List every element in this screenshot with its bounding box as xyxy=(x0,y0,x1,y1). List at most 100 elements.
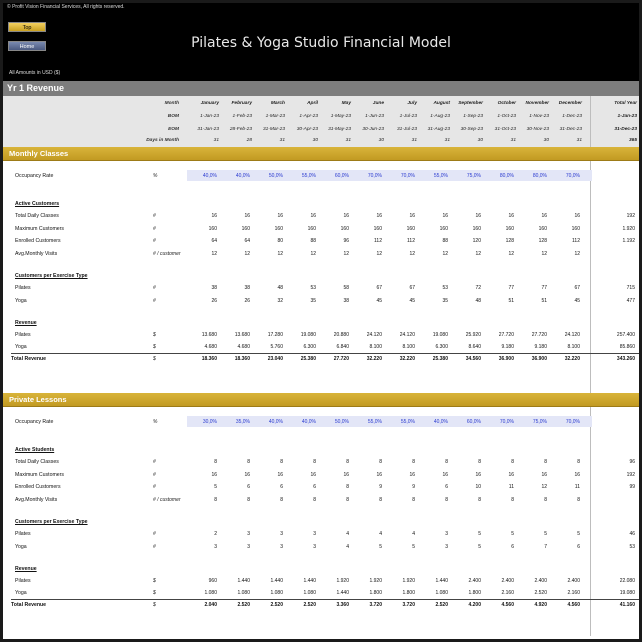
table-cell: 12 xyxy=(541,484,547,490)
table-cell: 112 xyxy=(374,238,382,244)
group-heading: Customers per Exercise Type xyxy=(15,519,88,525)
table-cell: 4 xyxy=(346,531,349,537)
table-cell: 8 xyxy=(412,459,415,465)
table-cell: 19.080 xyxy=(432,332,448,338)
table-cell: 25.920 xyxy=(465,332,481,338)
table-cell: 8 xyxy=(511,459,514,465)
table-cell: 16 xyxy=(475,471,481,478)
row-label: Yoga xyxy=(15,343,27,350)
date-header-cell: 30 xyxy=(378,138,384,143)
date-header-cell: 1-Apr-23 xyxy=(299,114,318,119)
table-cell: 8 xyxy=(313,459,316,465)
row-unit: # xyxy=(153,484,156,490)
date-header-cell: January xyxy=(200,101,219,106)
table-cell: 112 xyxy=(572,238,580,244)
group-heading: Revenue xyxy=(15,320,37,326)
date-header-cell: 1-Jul-23 xyxy=(399,114,417,119)
table-cell: 7 xyxy=(544,543,547,550)
table-cell: 3 xyxy=(280,543,283,550)
table-cell: 8 xyxy=(313,496,316,503)
page-title: Pilates & Yoga Studio Financial Model xyxy=(191,35,451,51)
table-cell: 5 xyxy=(379,543,382,550)
table-cell: 4 xyxy=(379,531,382,537)
table-cell: 4.680 xyxy=(237,343,250,350)
table-cell: 160 xyxy=(307,225,316,232)
table-cell: 16 xyxy=(475,213,481,219)
table-cell: 35 xyxy=(442,297,448,304)
table-cell: 8.100 xyxy=(369,343,382,350)
top-button[interactable]: Top xyxy=(8,22,46,32)
units-note: All Amounts in USD ($) xyxy=(9,70,61,76)
date-header-cell: 1-Jun-23 xyxy=(365,114,384,119)
table-cell: 80,0% xyxy=(499,173,514,179)
table-cell: 8 xyxy=(577,459,580,465)
table-cell: 10 xyxy=(475,484,481,490)
table-cell: 12 xyxy=(541,250,547,257)
table-cell: 27.720 xyxy=(333,356,349,362)
table-cell: 70,0% xyxy=(367,173,382,179)
table-cell: 96 xyxy=(343,238,349,244)
date-header-cell: 30-Sep-23 xyxy=(460,127,483,132)
table-cell: 3 xyxy=(214,543,217,550)
section-heading: Private Lessons xyxy=(9,395,67,404)
table-cell: 70,0% xyxy=(400,173,415,179)
table-cell: 55,0% xyxy=(433,173,448,179)
occupancy-input-band xyxy=(187,416,592,427)
table-cell: 3 xyxy=(280,531,283,537)
table-cell: 160 xyxy=(208,225,217,232)
table-cell: 8.640 xyxy=(468,343,481,350)
date-header-cell: 31 xyxy=(279,138,285,143)
table-cell: 160 xyxy=(505,225,514,232)
date-header-cell: 1-Nov-23 xyxy=(529,114,549,119)
table-cell: 16 xyxy=(343,471,349,478)
table-cell: 1.920 xyxy=(402,578,415,584)
row-unit: # xyxy=(153,225,156,232)
home-button[interactable]: Home xyxy=(8,41,46,51)
table-cell: 5 xyxy=(577,531,580,537)
table-cell: 9 xyxy=(412,484,415,490)
table-cell: 12 xyxy=(508,250,514,257)
date-header-cell: 31 xyxy=(510,138,516,143)
table-cell: 6.840 xyxy=(336,343,349,350)
table-cell: 80 xyxy=(277,238,283,244)
table-cell: 715 xyxy=(626,285,635,291)
table-cell: 18.360 xyxy=(201,356,217,362)
row-unit: $ xyxy=(153,343,156,350)
table-cell: 8 xyxy=(445,459,448,465)
table-cell: 16 xyxy=(574,213,580,219)
table-cell: 257.400 xyxy=(616,332,635,338)
table-cell: 8 xyxy=(478,459,481,465)
table-cell: 3 xyxy=(313,531,316,537)
date-header-cell: March xyxy=(270,101,285,106)
table-cell: 16 xyxy=(211,213,217,219)
table-cell: 8 xyxy=(544,459,547,465)
table-cell: 67 xyxy=(376,285,382,291)
table-cell: 70,0% xyxy=(565,173,580,179)
date-header-cell: 30 xyxy=(543,138,549,143)
table-cell: 477 xyxy=(626,297,635,304)
table-cell: 16 xyxy=(541,471,547,478)
table-cell: 8 xyxy=(214,496,217,503)
date-header-cell: 1-Dec-23 xyxy=(562,114,582,119)
row-unit: # xyxy=(153,531,156,537)
table-cell: 51 xyxy=(508,297,514,304)
table-cell: 160 xyxy=(274,225,283,232)
table-cell: 8 xyxy=(280,496,283,503)
table-cell: 6.300 xyxy=(303,343,316,350)
table-cell: 16 xyxy=(442,213,448,219)
table-cell: 5 xyxy=(544,531,547,537)
table-cell: 18.360 xyxy=(234,356,250,362)
table-cell: 1.800 xyxy=(402,589,415,596)
date-header-cell: 365 xyxy=(628,138,637,143)
row-unit: $ xyxy=(153,589,156,596)
date-header-cell: 1-Sep-23 xyxy=(463,114,483,119)
table-cell: 5 xyxy=(478,543,481,550)
table-cell: 2.520 xyxy=(435,602,448,608)
table-cell: 3 xyxy=(445,543,448,550)
table-cell: 192 xyxy=(626,471,635,478)
table-cell: 192 xyxy=(626,213,635,219)
table-cell: 13.680 xyxy=(234,332,250,338)
table-cell: 160 xyxy=(472,225,481,232)
table-cell: 50,0% xyxy=(268,173,283,179)
table-cell: 5.760 xyxy=(270,343,283,350)
